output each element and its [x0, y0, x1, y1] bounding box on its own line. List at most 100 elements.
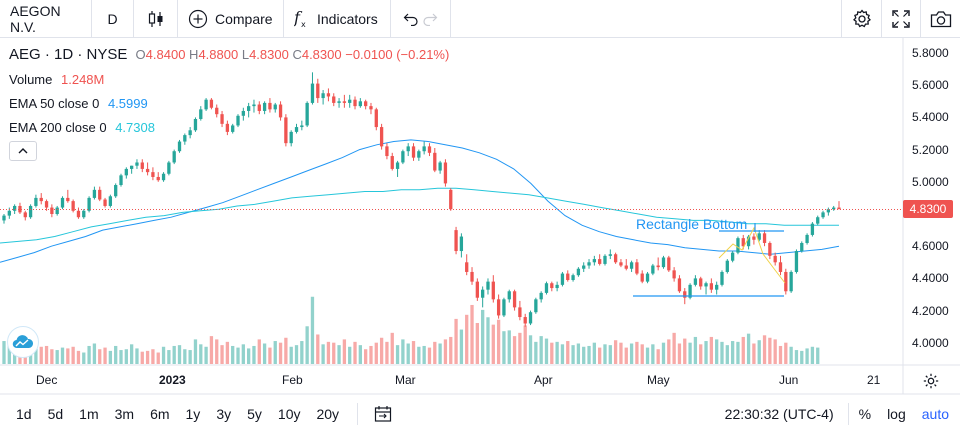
log-scale-toggle[interactable]: log	[887, 406, 906, 422]
candle	[800, 241, 804, 253]
collapse-legend-button[interactable]	[9, 141, 37, 161]
undo-icon[interactable]	[403, 12, 419, 26]
candle	[177, 139, 182, 153]
candle	[693, 275, 698, 287]
volume-bar	[693, 336, 698, 364]
interval-selector[interactable]: D	[92, 0, 134, 38]
compare-button[interactable]: Compare	[178, 0, 284, 38]
candle	[199, 106, 203, 121]
low-value: 4.8300	[249, 47, 289, 62]
candle	[736, 236, 740, 255]
candle	[443, 159, 448, 187]
candle	[417, 149, 421, 161]
volume-bar	[523, 325, 527, 364]
volume-bar	[709, 336, 714, 364]
candle	[39, 193, 43, 205]
bottom-divider-right	[847, 403, 849, 425]
candle	[512, 289, 517, 311]
volume-bar	[454, 318, 458, 364]
volume-legend[interactable]: Volume 1.248M	[9, 72, 104, 87]
volume-bar	[475, 323, 479, 364]
rectangle-annotation-label[interactable]: Rectangle Bottom	[636, 216, 748, 232]
candle	[433, 147, 437, 173]
volume-bar	[725, 345, 729, 364]
volume-bar	[427, 347, 432, 364]
candle	[183, 133, 187, 145]
range-button-1d[interactable]: 1d	[16, 406, 32, 422]
candle	[379, 123, 384, 150]
candle	[651, 263, 655, 276]
range-button-1m[interactable]: 1m	[79, 406, 99, 422]
ema200-legend[interactable]: EMA 200 close 0 4.7308	[9, 120, 155, 135]
volume-bar	[582, 346, 586, 364]
volume-bar	[353, 341, 357, 364]
candles	[2, 72, 841, 327]
range-button-1y[interactable]: 1y	[185, 406, 201, 422]
candle	[321, 90, 325, 105]
change-value: −0.0100 (−0.21%)	[345, 47, 450, 62]
candle	[316, 78, 320, 103]
ema200-label: EMA 200 close 0	[9, 120, 107, 135]
volume-bar	[635, 341, 639, 364]
tradingview-logo[interactable]	[7, 326, 39, 358]
price-tick-label: 5.2000	[912, 142, 949, 157]
candle	[289, 130, 293, 147]
candle	[247, 102, 251, 118]
price-chart[interactable]	[0, 38, 960, 398]
range-button-20y[interactable]: 20y	[316, 406, 340, 422]
redo-icon[interactable]	[422, 12, 438, 26]
volume-bar	[257, 339, 261, 364]
volume-bar	[757, 340, 761, 364]
volume-bar	[768, 337, 772, 364]
screenshot-button[interactable]	[920, 0, 960, 38]
ema50-legend[interactable]: EMA 50 close 0 4.5999	[9, 96, 148, 111]
candle	[257, 101, 261, 115]
range-button-3m[interactable]: 3m	[114, 406, 135, 422]
percent-scale-toggle[interactable]: %	[858, 406, 872, 422]
ema50-line	[0, 139, 840, 263]
settings-button[interactable]	[841, 0, 881, 38]
volume-bar	[379, 337, 384, 364]
volume-bar	[422, 345, 426, 364]
range-button-5d[interactable]: 5d	[47, 406, 64, 422]
interval-label: D	[107, 10, 118, 27]
volume-bar	[704, 341, 708, 364]
volume-bar	[66, 348, 70, 364]
time-tick-label: Feb	[282, 373, 303, 387]
candle	[34, 194, 38, 208]
clock-timezone[interactable]: 22:30:32 (UTC-4)	[724, 406, 834, 422]
candle	[140, 159, 144, 173]
range-button-10y[interactable]: 10y	[277, 406, 301, 422]
candle	[252, 99, 256, 113]
volume-bar	[624, 347, 628, 364]
volume-bar	[7, 345, 11, 364]
candle	[837, 201, 841, 210]
candle	[204, 98, 208, 111]
symbol-search[interactable]: AEGON N.V.	[0, 0, 92, 38]
candle	[262, 101, 267, 115]
candle	[720, 270, 724, 287]
volume-bar	[209, 336, 214, 364]
close-value: 4.8300	[301, 47, 342, 62]
candle	[449, 188, 453, 211]
volume-bar	[385, 341, 389, 364]
range-button-5y[interactable]: 5y	[247, 406, 262, 422]
time-axis-settings-icon[interactable]	[922, 372, 940, 395]
ohlc-values: O4.8400 H4.8800 L4.8300 C4.8300 −0.0100 …	[136, 47, 450, 62]
range-button-3y[interactable]: 3y	[216, 406, 232, 422]
candle	[571, 273, 575, 282]
chart-type-button[interactable]	[134, 0, 178, 38]
go-to-date-icon[interactable]	[368, 405, 398, 423]
fullscreen-button[interactable]	[881, 0, 920, 38]
range-button-6m[interactable]: 6m	[150, 406, 170, 422]
drawings	[0, 209, 903, 297]
volume-bar	[406, 343, 410, 364]
volume-bar	[294, 345, 299, 364]
volume-bar	[135, 348, 139, 364]
volume-bar	[417, 346, 421, 364]
gear-icon	[852, 8, 872, 29]
price-tick-label: 5.6000	[912, 78, 949, 93]
candle	[784, 268, 788, 295]
auto-scale-toggle[interactable]: auto	[921, 406, 949, 422]
